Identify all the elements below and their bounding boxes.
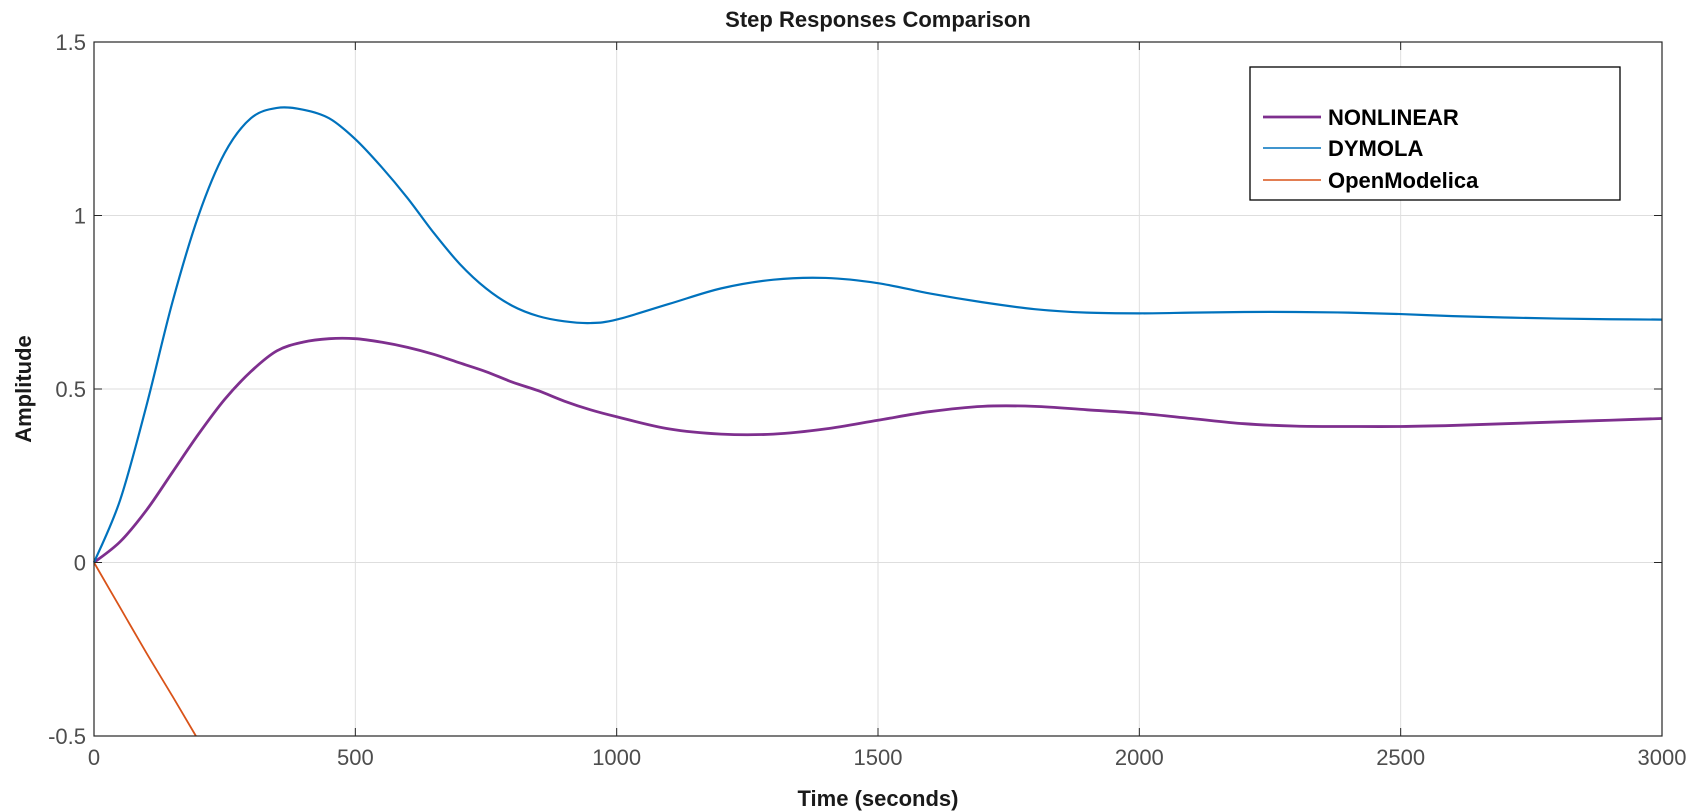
series-layer (92, 106, 1663, 737)
y-tick-label: 0.5 (55, 377, 86, 402)
x-axis-title: Time (seconds) (798, 786, 959, 811)
y-tick-label: -0.5 (48, 724, 86, 749)
x-tick-label: 2500 (1376, 745, 1425, 770)
legend-box (1249, 66, 1621, 201)
legend: NONLINEAR DYMOLA OpenModelica (1249, 66, 1621, 201)
tick-labels: 0 500 1000 1500 2000 2500 3000-0.500.511.5 (48, 30, 1686, 770)
series-line-openmodelica (93, 562, 197, 737)
x-tick-label: 1000 (592, 745, 641, 770)
legend-label-openmodelica: OpenModelica (1328, 168, 1479, 193)
x-tick-label: 0 (88, 745, 100, 770)
y-axis-title: Amplitude (11, 335, 36, 443)
x-tick-label: 500 (337, 745, 374, 770)
legend-label-dymola: DYMOLA (1328, 136, 1423, 161)
x-tick-label: 3000 (1638, 745, 1687, 770)
y-tick-label: 1 (74, 204, 86, 229)
y-tick-label: 0 (74, 551, 86, 576)
legend-label-nonlinear: NONLINEAR (1328, 105, 1459, 130)
y-tick-label: 1.5 (55, 30, 86, 55)
series-line-dymola (92, 106, 1663, 563)
tick-marks (93, 41, 1663, 737)
x-tick-label: 2000 (1115, 745, 1164, 770)
series-line-nonlinear (93, 336, 1663, 564)
chart-title: Step Responses Comparison (725, 7, 1031, 32)
x-tick-label: 1500 (854, 745, 903, 770)
